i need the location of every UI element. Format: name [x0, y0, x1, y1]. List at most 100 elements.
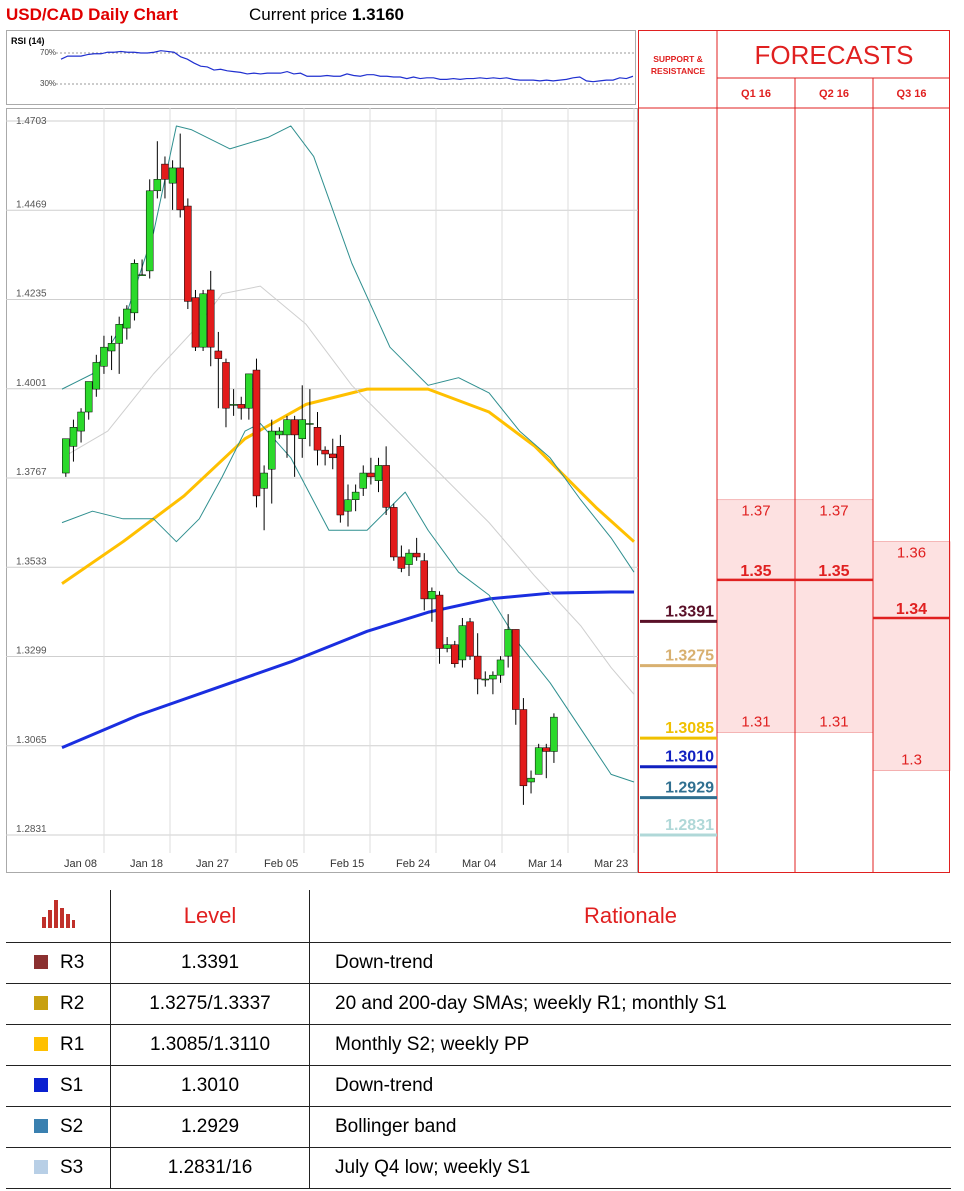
sr-level-label: 1.3275	[665, 648, 714, 665]
forecast-mid: 1.35	[818, 563, 849, 580]
support-resistance-label: SUPPORT &	[653, 54, 703, 64]
candle-body	[145, 190, 154, 272]
candle-body	[214, 350, 223, 359]
candle-body	[267, 430, 276, 470]
y-tick-label: 1.3299	[16, 646, 47, 657]
x-tick-label: Jan 18	[130, 858, 163, 870]
level-rationale: Monthly S2; weekly PP	[309, 1024, 951, 1066]
candle-body	[542, 747, 551, 752]
chart-grid	[6, 108, 638, 873]
forecast-low: 1.31	[741, 713, 770, 730]
forecast-low: 1.31	[819, 713, 848, 730]
candle-body	[435, 594, 444, 649]
candle-body	[313, 427, 322, 451]
support-resistance-label: RESISTANCE	[651, 66, 705, 76]
candle-body	[184, 205, 192, 302]
candle-body	[351, 491, 360, 500]
rsi-upper-label: 70%	[40, 48, 57, 57]
sr-level-label: 1.3010	[665, 749, 714, 766]
level-value: 1.3275/1.3337	[110, 983, 310, 1025]
forecast-mid: 1.35	[740, 563, 771, 580]
candle-body	[260, 472, 268, 489]
level-name-cell: R3	[6, 942, 111, 984]
level-value: 1.3010	[110, 1065, 310, 1107]
rsi-lower-label: 30%	[40, 79, 57, 88]
level-color-swatch	[34, 1119, 48, 1133]
level-rationale: Down-trend	[309, 942, 951, 984]
series-line	[61, 387, 636, 585]
candle-body	[519, 709, 528, 787]
level-name-cell: S1	[6, 1065, 111, 1107]
level-color-swatch	[34, 1160, 48, 1174]
candle-body	[397, 556, 406, 569]
y-tick-label: 1.3767	[16, 467, 47, 478]
level-name: S1	[60, 1075, 84, 1096]
series-line	[61, 422, 635, 783]
level-value: 1.2831/16	[110, 1147, 310, 1189]
level-color-swatch	[34, 1037, 48, 1051]
y-tick-label: 1.3533	[16, 556, 47, 567]
x-tick-label: Mar 04	[462, 858, 496, 870]
candle-body	[283, 419, 291, 436]
candle-body	[229, 404, 238, 406]
level-rationale: Down-trend	[309, 1065, 951, 1107]
candle-body	[123, 308, 131, 329]
candle-body	[176, 167, 184, 211]
quarter-header: Q3 16	[897, 88, 927, 100]
quarter-header: Q2 16	[819, 88, 849, 100]
x-tick-label: Feb 15	[330, 858, 364, 870]
rsi-label: RSI (14)	[11, 36, 45, 46]
candle-body	[107, 343, 116, 352]
candle-body	[199, 293, 207, 348]
rationale-header: Rationale	[309, 890, 951, 943]
x-tick-label: Mar 23	[594, 858, 628, 870]
x-tick-label: Feb 05	[264, 858, 298, 870]
candle-body	[77, 411, 85, 432]
candle-body	[62, 438, 70, 474]
candle-body	[290, 419, 299, 436]
sr-level-label: 1.3085	[665, 720, 714, 737]
candle-body	[237, 404, 245, 409]
forecast-panel: SUPPORT & RESISTANCE FORECASTS Q1 16 Q2 16 Q3…	[638, 30, 951, 873]
series-line	[61, 125, 635, 573]
candle-body	[382, 465, 390, 508]
candle-body	[496, 659, 505, 676]
candle-body	[374, 465, 383, 481]
bar-chart-icon	[42, 900, 75, 928]
candle-body	[527, 777, 535, 783]
level-name-cell: S2	[6, 1106, 111, 1148]
candle-body	[306, 423, 314, 425]
y-tick-label: 1.4469	[16, 199, 47, 210]
candle-body	[405, 552, 413, 565]
candle-body	[161, 163, 169, 180]
level-rationale: Bollinger band	[309, 1106, 951, 1148]
level-name-cell: R2	[6, 983, 111, 1025]
x-tick-label: Jan 08	[64, 858, 97, 870]
forecast-high: 1.37	[741, 503, 770, 520]
forecast-range-box	[794, 499, 874, 733]
price-chart: 1.4703 1.4469 1.4235 1.4001 1.3767 1.3533 1.32…	[6, 108, 638, 873]
candle-body	[344, 499, 352, 512]
candle-body	[298, 419, 306, 439]
y-tick-label: 1.3065	[16, 735, 47, 746]
candle-body	[328, 453, 337, 459]
y-tick-label: 1.4235	[16, 289, 47, 300]
candle-body	[92, 362, 101, 390]
candle-body	[466, 621, 474, 657]
level-name: R2	[60, 993, 85, 1014]
level-rationale: 20 and 200-day SMAs; weekly R1; monthly …	[309, 983, 951, 1025]
sr-level-label: 1.2831	[665, 817, 714, 834]
level-name: S2	[60, 1116, 84, 1137]
level-name-cell: R1	[6, 1024, 111, 1066]
level-name-cell: S3	[6, 1147, 111, 1189]
forecast-grid	[638, 30, 950, 873]
forecasts-title: FORECASTS	[755, 40, 914, 70]
quarter-header: Q1 16	[741, 88, 771, 100]
candle-body	[359, 472, 368, 489]
candle-body	[534, 747, 543, 775]
level-color-swatch	[34, 996, 48, 1010]
forecast-mid: 1.34	[896, 601, 927, 618]
level-value: 1.2929	[110, 1106, 310, 1148]
level-row-r2: R2 1.3275/1.3337 20 and 200-day SMAs; week…	[6, 983, 951, 1025]
support-resistance-levels: 1.3391 1.3275 1.3085 1.3010 1.2929 1.2831	[640, 603, 717, 837]
